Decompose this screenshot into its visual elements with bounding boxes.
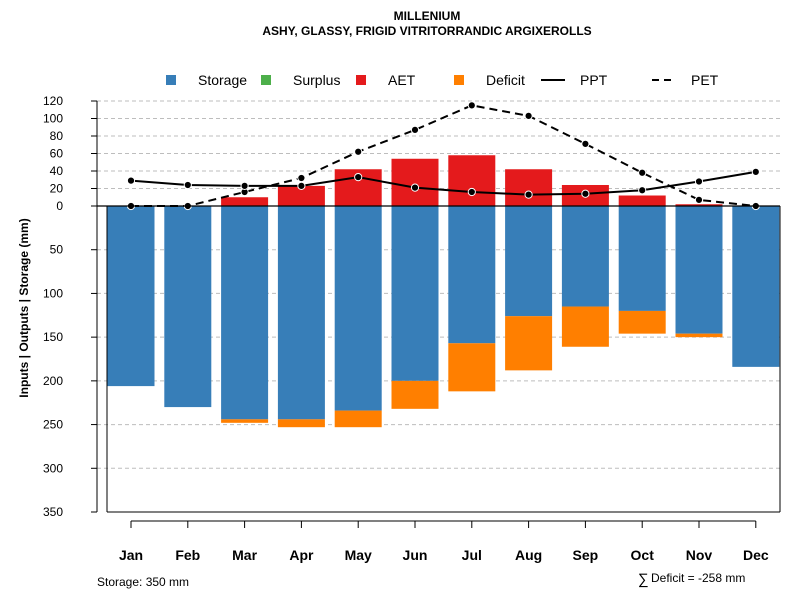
storage-bar bbox=[277, 206, 325, 420]
ppt-point bbox=[354, 173, 363, 182]
aet-bar bbox=[448, 155, 496, 206]
ppt-point bbox=[751, 167, 760, 176]
y-tick-label: 250 bbox=[43, 418, 63, 432]
ppt-point bbox=[467, 187, 476, 197]
ppt-point bbox=[240, 181, 249, 190]
pet-point bbox=[467, 101, 476, 110]
ppt-point bbox=[297, 181, 306, 190]
storage-bar bbox=[164, 206, 212, 408]
x-tick-label: Oct bbox=[631, 547, 655, 563]
y-tick-label: 60 bbox=[50, 147, 64, 161]
aet-bar bbox=[221, 197, 269, 206]
deficit-footnote: ∑ Deficit = -258 mm bbox=[638, 571, 745, 588]
pet-point bbox=[581, 139, 590, 148]
ppt-point bbox=[410, 183, 420, 192]
chart-subtitle: ASHY, GLASSY, FRIGID VITRITORRANDIC ARGI… bbox=[262, 24, 591, 38]
pet-point bbox=[410, 125, 420, 134]
storage-bar bbox=[675, 206, 723, 334]
x-tick-label: Jan bbox=[119, 547, 143, 563]
y-tick-label: 300 bbox=[43, 461, 63, 475]
gridlines bbox=[97, 100, 780, 469]
deficit-bar bbox=[334, 410, 382, 428]
deficit-bar bbox=[618, 310, 666, 334]
y-tick-label: 50 bbox=[50, 243, 64, 257]
storage-bar bbox=[561, 206, 609, 307]
legend-label: Surplus bbox=[293, 72, 340, 88]
pet-point bbox=[638, 168, 647, 177]
ppt-point bbox=[524, 190, 533, 199]
y-tick-label: 100 bbox=[43, 286, 63, 300]
storage-bar bbox=[448, 206, 496, 344]
ppt-point bbox=[694, 177, 704, 186]
y-axis-label: Inputs | Outputs | Storage (mm) bbox=[17, 218, 31, 397]
ppt-point bbox=[126, 176, 136, 185]
bars bbox=[107, 155, 780, 428]
y-tick-label: 0 bbox=[56, 199, 63, 213]
y-tick-label: 20 bbox=[50, 182, 64, 196]
pet-point bbox=[297, 173, 306, 183]
ppt-point bbox=[638, 186, 647, 195]
axes: 0 20 40 60 80 100 120 50 100 150 200 250 300 350 Jan Fe… bbox=[43, 94, 781, 563]
x-tick-label: Jul bbox=[462, 547, 482, 563]
legend: Storage Surplus AET Deficit PPT PET bbox=[166, 72, 719, 88]
storage-bar bbox=[391, 206, 439, 381]
legend-swatch bbox=[356, 75, 366, 85]
deficit-bar bbox=[277, 419, 325, 428]
legend-swatch bbox=[166, 75, 176, 85]
sum-symbol-icon: ∑ bbox=[638, 571, 649, 588]
deficit-bar bbox=[561, 306, 609, 347]
aet-bar bbox=[675, 204, 723, 206]
x-tick-label: Feb bbox=[175, 547, 200, 563]
legend-label: PET bbox=[691, 72, 719, 88]
ppt-point bbox=[183, 180, 192, 190]
pet-point bbox=[354, 147, 363, 156]
storage-bar bbox=[334, 206, 382, 411]
storage-bar bbox=[221, 206, 269, 420]
aet-bar bbox=[277, 185, 325, 206]
deficit-bar bbox=[505, 316, 553, 371]
pet-point bbox=[694, 195, 704, 204]
deficit-bar bbox=[448, 343, 496, 392]
ppt-line bbox=[130, 170, 756, 196]
x-tick-label: Aug bbox=[515, 547, 542, 563]
x-tick-label: Sep bbox=[573, 547, 599, 563]
aet-bar bbox=[618, 195, 666, 206]
storage-bar bbox=[732, 206, 780, 367]
y-tick-label: 150 bbox=[43, 330, 63, 344]
lines bbox=[126, 101, 760, 211]
legend-label: Deficit bbox=[486, 72, 525, 88]
x-tick-label: Mar bbox=[232, 547, 257, 563]
storage-bar bbox=[107, 206, 155, 387]
deficit-bar bbox=[391, 380, 439, 409]
legend-swatch bbox=[261, 75, 271, 85]
aet-bar bbox=[505, 169, 553, 206]
storage-bar bbox=[505, 206, 553, 317]
storage-footnote: Storage: 350 mm bbox=[97, 575, 189, 589]
y-tick-label: 80 bbox=[50, 129, 64, 143]
x-tick-label: Nov bbox=[686, 547, 713, 563]
y-tick-label: 120 bbox=[43, 94, 63, 108]
x-tick-label: Dec bbox=[743, 547, 769, 563]
aet-bar bbox=[391, 158, 439, 206]
deficit-bar bbox=[675, 333, 723, 338]
legend-label: PPT bbox=[580, 72, 608, 88]
deficit-bar bbox=[221, 419, 269, 423]
legend-label: Storage bbox=[198, 72, 247, 88]
y-tick-label: 350 bbox=[43, 505, 63, 519]
ppt-point bbox=[581, 189, 590, 198]
y-tick-label: 200 bbox=[43, 374, 63, 388]
x-tick-label: Jun bbox=[403, 547, 428, 563]
pet-line bbox=[131, 104, 756, 207]
x-tick-label: Apr bbox=[289, 547, 314, 563]
y-tick-label: 40 bbox=[50, 164, 64, 178]
y-tick-label: 100 bbox=[43, 112, 63, 126]
deficit-footnote-text: Deficit = -258 mm bbox=[651, 571, 745, 585]
legend-swatch bbox=[454, 75, 464, 85]
legend-label: AET bbox=[388, 72, 416, 88]
pet-point bbox=[524, 111, 533, 120]
storage-bar bbox=[618, 206, 666, 311]
x-tick-label: May bbox=[345, 547, 372, 563]
chart-title: MILLENIUM bbox=[394, 9, 461, 23]
